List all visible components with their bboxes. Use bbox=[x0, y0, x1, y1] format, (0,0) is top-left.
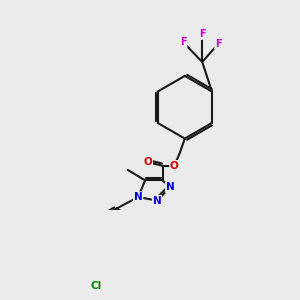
Text: F: F bbox=[180, 38, 187, 47]
Text: N: N bbox=[134, 192, 142, 202]
Text: F: F bbox=[199, 29, 206, 39]
Text: N: N bbox=[153, 196, 161, 206]
Text: N: N bbox=[166, 182, 175, 192]
Text: O: O bbox=[143, 157, 152, 167]
Text: F: F bbox=[215, 39, 222, 49]
Text: O: O bbox=[170, 161, 179, 171]
Text: Cl: Cl bbox=[90, 281, 101, 291]
